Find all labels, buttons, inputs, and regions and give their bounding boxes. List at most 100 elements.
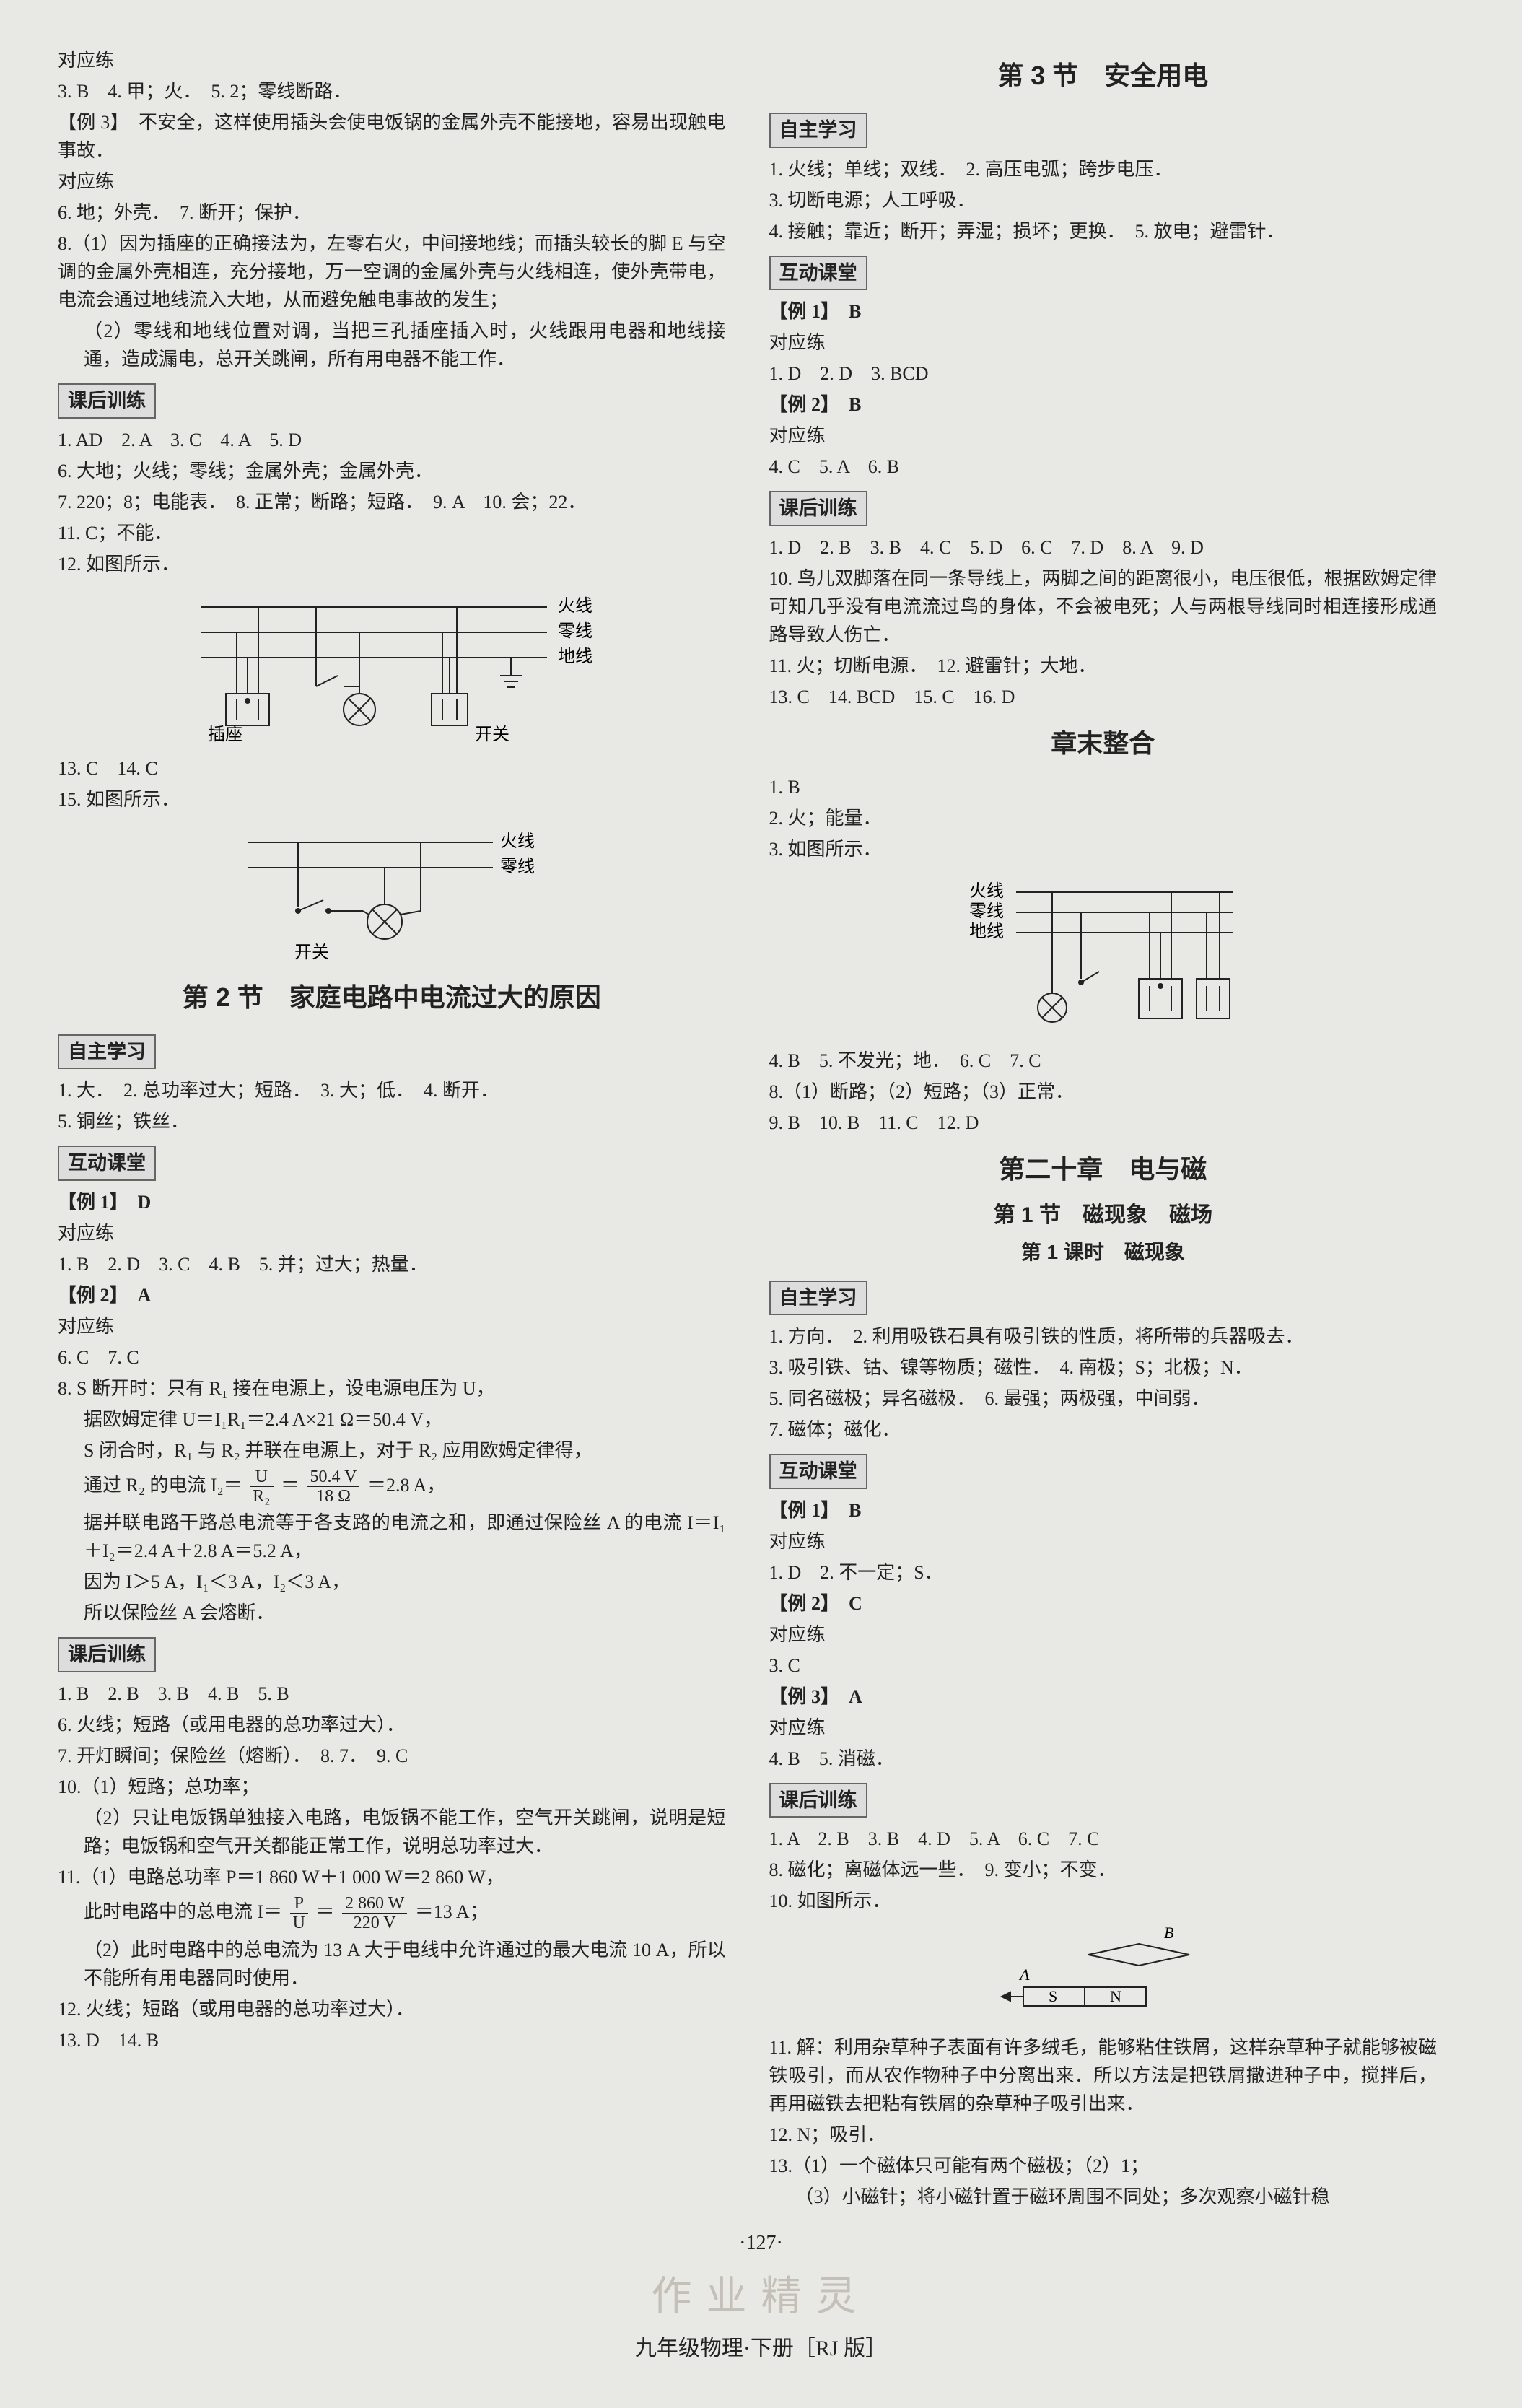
page-footer: 九年级物理·下册［RJ 版］	[58, 2332, 1464, 2365]
text-line: 1. AD 2. A 3. C 4. A 5. D	[58, 426, 726, 454]
text-line: （2）零线和地线位置对调，当把三孔插座插入时，火线跟用电器和地线接通，造成漏电，…	[58, 317, 726, 373]
text-line: 1. B 2. B 3. B 4. B 5. B	[58, 1680, 726, 1708]
section-3-title: 第 3 节 安全用电	[769, 56, 1438, 95]
fraction: 2 860 W 220 V	[342, 1894, 407, 1933]
text-line: 1. D 2. 不一定；S．	[769, 1558, 1438, 1587]
eq-text: ＝	[281, 1474, 299, 1495]
text-line: 3. B 4. 甲；火． 5. 2；零线断路．	[58, 77, 726, 105]
text-line: 对应练	[769, 328, 1438, 357]
box-interactive: 互动课堂	[58, 1146, 156, 1181]
text-line: 13. D 14. B	[58, 2026, 726, 2054]
box-post-training: 课后训练	[58, 1637, 156, 1672]
text-line: 4. C 5. A 6. B	[769, 453, 1438, 481]
box-self-study: 自主学习	[58, 1034, 156, 1070]
example-line: 【例 2】 A	[58, 1281, 726, 1309]
text-line: 1. A 2. B 3. B 4. D 5. A 6. C 7. C	[769, 1825, 1438, 1853]
text-line: 5. 同名磁极；异名磁极． 6. 最强；两极强，中间弱．	[769, 1384, 1438, 1413]
text-line: 1. 大． 2. 总功率过大；短路． 3. 大；低． 4. 断开．	[58, 1076, 726, 1104]
page-number: ·127·	[58, 2228, 1464, 2259]
label-zero: 零线	[969, 902, 1004, 921]
text-line: 1. D 2. D 3. BCD	[769, 359, 1438, 388]
fraction-den: U	[290, 1914, 308, 1932]
text-line: 1. 方向． 2. 利用吸铁石具有吸引铁的性质，将所带的兵器吸去．	[769, 1322, 1438, 1351]
text-line: 15. 如图所示．	[58, 785, 726, 813]
fraction: P U	[290, 1894, 308, 1933]
fraction: U R₂	[250, 1467, 273, 1506]
text-line: 对应练	[58, 167, 726, 196]
fraction-num: P	[290, 1894, 308, 1914]
circuit-figure-3: 火线 零线 地线	[930, 871, 1276, 1037]
text-line: 据欧姆定律 U＝I₁R₁＝2.4 A×21 Ω＝50.4 V，	[58, 1405, 726, 1434]
text-line: （2）只让电饭锅单独接入电路，电饭锅不能工作，空气开关跳闸，说明是短路；电饭锅和…	[58, 1804, 726, 1860]
text-line: 对应练	[769, 422, 1438, 450]
eq-text: ＝2.8 A，	[367, 1474, 445, 1495]
label-socket: 插座	[208, 725, 242, 744]
text-line: 13. C 14. C	[58, 754, 726, 782]
box-self-study: 自主学习	[769, 1281, 867, 1316]
text-line: 3. 如图所示．	[769, 835, 1438, 863]
section-2-title: 第 2 节 家庭电路中电流过大的原因	[58, 978, 726, 1017]
text-line: 6. 大地；火线；零线；金属外壳；金属外壳．	[58, 457, 726, 485]
text-line: 1. D 2. B 3. B 4. C 5. D 6. C 7. D 8. A …	[769, 533, 1438, 562]
text-line: 4. 接触；靠近；断开；弄湿；损坏；更换． 5. 放电；避雷针．	[769, 217, 1438, 245]
label-zero: 零线	[500, 857, 535, 876]
label-N: N	[1110, 1987, 1121, 2005]
text-line: 6. 火线；短路（或用电器的总功率过大）．	[58, 1711, 726, 1739]
equation-line: 通过 R₂ 的电流 I₂＝ U R₂ ＝ 50.4 V 18 Ω ＝2.8 A，	[58, 1467, 726, 1506]
label-A: A	[1018, 1966, 1030, 1984]
text-line: 1. 火线；单线；双线． 2. 高压电弧；跨步电压．	[769, 155, 1438, 183]
label-zero: 零线	[558, 621, 592, 641]
text-line: 对应练	[58, 46, 726, 74]
magnet-figure: A B S N	[980, 1922, 1225, 2023]
text-line: 据并联电路干路总电流等于各支路的电流之和，即通过保险丝 A 的电流 I＝I₁＋I…	[58, 1509, 726, 1565]
fraction-num: 50.4 V	[307, 1467, 360, 1487]
box-post-training: 课后训练	[769, 1783, 867, 1818]
text-line: 10. 如图所示．	[769, 1887, 1438, 1915]
section-1-subtitle: 第 1 节 磁现象 磁场	[769, 1199, 1438, 1231]
text-line: 11.（1）电路总功率 P＝1 860 W＋1 000 W＝2 860 W，	[58, 1863, 726, 1891]
text-line: 3. 吸引铁、钴、镍等物质；磁性． 4. 南极；S；北极；N．	[769, 1353, 1438, 1382]
text-line: 10.（1）短路；总功率；	[58, 1773, 726, 1801]
text-line: 对应练	[769, 1620, 1438, 1649]
text-line: 【例 3】 不安全，这样使用插头会使电饭锅的金属外壳不能接地，容易出现触电事故．	[58, 108, 726, 165]
chapter-20-title: 第二十章 电与磁	[769, 1150, 1438, 1189]
example-line: 【例 2】 B	[769, 391, 1438, 419]
text-line: 13.（1）一个磁体只可能有两个磁极；（2）1；	[769, 2152, 1438, 2180]
text-line: 7. 开灯瞬间；保险丝（熔断）． 8. 7． 9. C	[58, 1742, 726, 1770]
text-line: 13. C 14. BCD 15. C 16. D	[769, 683, 1438, 711]
label-earth: 地线	[558, 647, 592, 666]
circuit-figure-2: 火线 零线 开关	[204, 821, 580, 965]
example-line: 【例 1】 B	[769, 1496, 1438, 1524]
text-line: 12. 火线；短路（或用电器的总功率过大）．	[58, 1995, 726, 2023]
text-line: 7. 磁体；磁化．	[769, 1415, 1438, 1444]
chapter-end-title: 章末整合	[769, 724, 1438, 763]
text-line: 1. B	[769, 773, 1438, 801]
eq-text: ＝	[316, 1901, 335, 1922]
box-interactive: 互动课堂	[769, 256, 867, 291]
text-line: 对应练	[58, 1219, 726, 1247]
text-line: 3. 切断电源；人工呼吸．	[769, 186, 1438, 214]
fraction-den: 18 Ω	[307, 1487, 360, 1506]
example-line: 【例 1】 B	[769, 297, 1438, 326]
text-line: 所以保险丝 A 会熔断．	[58, 1599, 726, 1627]
eq-text: ＝13 A；	[415, 1901, 489, 1922]
box-interactive: 互动课堂	[769, 1454, 867, 1489]
text-line: 11. 解：利用杂草种子表面有许多绒毛，能够粘住铁屑，这样杂草种子就能够被磁铁吸…	[769, 2033, 1438, 2118]
text-line: 因为 I＞5 A，I₁＜3 A，I₂＜3 A，	[58, 1568, 726, 1596]
fraction-num: U	[250, 1467, 273, 1487]
text-line: 1. B 2. D 3. C 4. B 5. 并；过大；热量．	[58, 1250, 726, 1278]
text-line: （2）此时电路中的总电流为 13 A 大于电线中允许通过的最大电流 10 A，所…	[58, 1936, 726, 1992]
box-self-study: 自主学习	[769, 113, 867, 148]
text-line: 11. 火；切断电源． 12. 避雷针；大地．	[769, 652, 1438, 680]
box-post-training: 课后训练	[769, 491, 867, 526]
equation-line: 此时电路中的总电流 I＝ P U ＝ 2 860 W 220 V ＝13 A；	[58, 1894, 726, 1933]
example-line: 【例 2】 C	[769, 1589, 1438, 1618]
text-line: 对应练	[769, 1714, 1438, 1742]
lesson-1-subtitle: 第 1 课时 磁现象	[769, 1237, 1438, 1268]
box-post-training: 课后训练	[58, 383, 156, 419]
text-line: 4. B 5. 不发光；地． 6. C 7. C	[769, 1047, 1438, 1075]
text-line: 10. 鸟儿双脚落在同一条导线上，两脚之间的距离很小，电压很低，根据欧姆定律可知…	[769, 564, 1438, 649]
text-line: S 闭合时，R₁ 与 R₂ 并联在电源上，对于 R₂ 应用欧姆定律得，	[58, 1436, 726, 1465]
text-line: 3. C	[769, 1652, 1438, 1680]
text-line: 8. S 断开时：只有 R₁ 接在电源上，设电源电压为 U，	[58, 1374, 726, 1403]
